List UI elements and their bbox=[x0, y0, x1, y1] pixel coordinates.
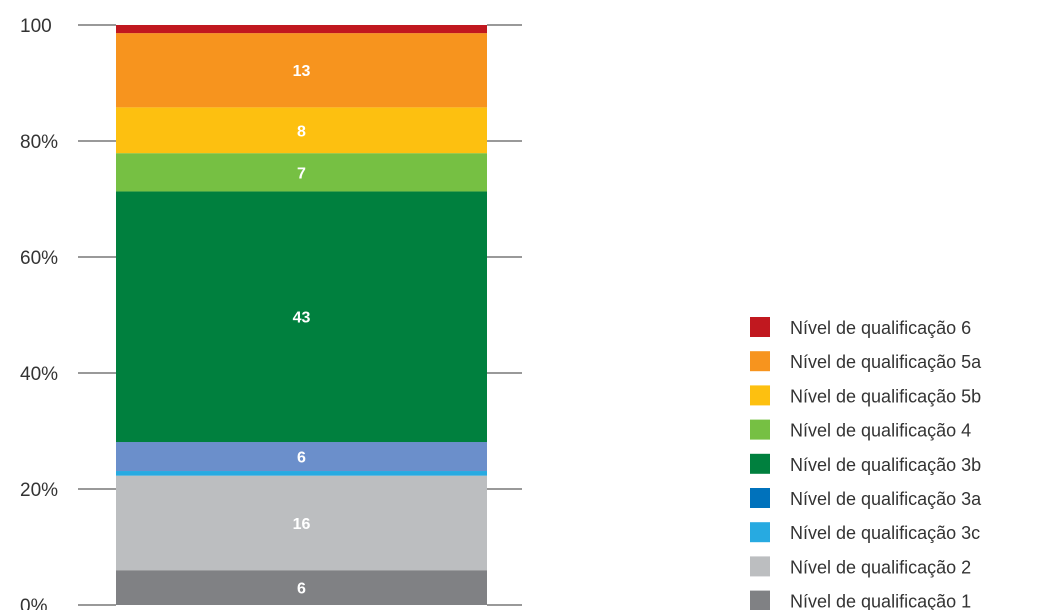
legend-swatch-nivel-de-qualificacao-4 bbox=[750, 419, 770, 440]
legend-label-nivel-de-qualificacao-5a: Nível de qualificação 5a bbox=[790, 352, 982, 372]
y-axis: 0% 20% 40% 60% 80% 100 bbox=[20, 16, 522, 610]
bar-segment-nivel-de-qualificacao-4 bbox=[116, 153, 487, 192]
legend-item-nivel-de-qualificacao-5a: Nível de qualificação 5a bbox=[750, 351, 982, 372]
bar-segment-nivel-de-qualificacao-6 bbox=[116, 25, 487, 34]
legend-swatch-nivel-de-qualificacao-5a bbox=[750, 351, 770, 372]
data-label-nivel-de-qualificacao-3b: 43 bbox=[293, 310, 311, 327]
legend-swatch-nivel-de-qualificacao-3c bbox=[750, 522, 770, 543]
y-tick-label-20: 20% bbox=[20, 480, 58, 501]
bar-segment-nivel-de-qualificacao-3b bbox=[116, 191, 487, 443]
data-label-nivel-de-qualificacao-5a: 13 bbox=[293, 63, 311, 80]
legend-label-nivel-de-qualificacao-3a: Nível de qualificação 3a bbox=[790, 489, 982, 509]
legend-swatch-nivel-de-qualificacao-2 bbox=[750, 556, 770, 577]
legend-item-nivel-de-qualificacao-6: Nível de qualificação 6 bbox=[750, 317, 971, 338]
legend-swatch-nivel-de-qualificacao-6 bbox=[750, 317, 770, 337]
legend-label-nivel-de-qualificacao-3b: Nível de qualificação 3b bbox=[790, 455, 981, 475]
segment-labels: 6 16 6 43 7 8 13 bbox=[293, 63, 311, 597]
legend: Nível de qualificação 6 Nível de qualific… bbox=[750, 317, 982, 610]
legend-item-nivel-de-qualificacao-4: Nível de qualificação 4 bbox=[750, 419, 971, 441]
y-tick-label-0: 0% bbox=[20, 596, 48, 610]
legend-label-nivel-de-qualificacao-1: Nível de qualificação 1 bbox=[790, 592, 971, 610]
legend-label-nivel-de-qualificacao-4: Nível de qualificação 4 bbox=[790, 421, 971, 441]
bar-segment-nivel-de-qualificacao-3c bbox=[116, 471, 487, 476]
data-label-nivel-de-qualificacao-1: 6 bbox=[297, 581, 306, 598]
legend-item-nivel-de-qualificacao-5b: Nível de qualificação 5b bbox=[750, 385, 981, 406]
legend-label-nivel-de-qualificacao-3c: Nível de qualificação 3c bbox=[790, 523, 980, 543]
bar-segment-nivel-de-qualificacao-5b bbox=[116, 107, 487, 154]
data-label-unnamed: 6 bbox=[297, 450, 306, 467]
data-label-nivel-de-qualificacao-4: 7 bbox=[297, 165, 306, 182]
bar-segment-nivel-de-qualificacao-2 bbox=[116, 475, 487, 571]
y-tick-label-100: 100 bbox=[20, 16, 52, 37]
legend-item-nivel-de-qualificacao-2: Nível de qualificação 2 bbox=[750, 556, 971, 577]
legend-swatch-nivel-de-qualificacao-1 bbox=[750, 590, 770, 610]
legend-item-nivel-de-qualificacao-3a: Nível de qualificação 3a bbox=[750, 488, 982, 509]
data-label-nivel-de-qualificacao-2: 16 bbox=[293, 516, 311, 533]
legend-label-nivel-de-qualificacao-6: Nível de qualificação 6 bbox=[790, 318, 971, 338]
bar-segment-unnamed bbox=[116, 442, 487, 472]
legend-swatch-nivel-de-qualificacao-5b bbox=[750, 385, 770, 406]
legend-item-nivel-de-qualificacao-3b: Nível de qualificação 3b bbox=[750, 453, 981, 475]
y-tick-label-60: 60% bbox=[20, 248, 58, 269]
legend-swatch-nivel-de-qualificacao-3b bbox=[750, 453, 770, 474]
legend-label-nivel-de-qualificacao-2: Nível de qualificação 2 bbox=[790, 557, 971, 577]
legend-item-nivel-de-qualificacao-1: Nível de qualificação 1 bbox=[750, 590, 971, 610]
legend-swatch-nivel-de-qualificacao-3a bbox=[750, 488, 770, 508]
legend-item-nivel-de-qualificacao-3c: Nível de qualificação 3c bbox=[750, 522, 980, 543]
data-label-nivel-de-qualificacao-5b: 8 bbox=[297, 123, 306, 140]
stacked-bar bbox=[116, 25, 487, 605]
y-tick-label-80: 80% bbox=[20, 132, 58, 153]
bar-segment-nivel-de-qualificacao-1 bbox=[116, 570, 487, 605]
bar-segment-nivel-de-qualificacao-5a bbox=[116, 33, 487, 108]
y-tick-label-40: 40% bbox=[20, 364, 58, 385]
legend-label-nivel-de-qualificacao-5b: Nível de qualificação 5b bbox=[790, 386, 981, 406]
